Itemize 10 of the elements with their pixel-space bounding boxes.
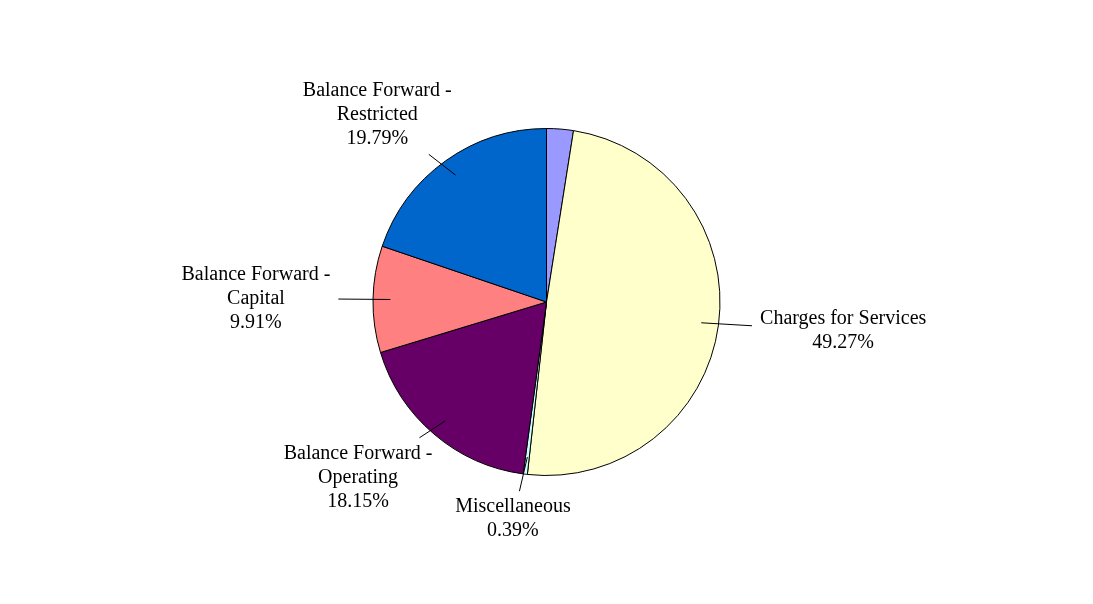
slice-label: Miscellaneous xyxy=(455,494,571,517)
data-label: 9.91% xyxy=(230,309,282,332)
data-label: 19.79% xyxy=(346,125,409,148)
data-label: 0.39% xyxy=(487,518,539,541)
slice-label: Balance Forward - Capital xyxy=(181,261,331,309)
slice-label: Charges for Services xyxy=(760,306,927,330)
data-label: 49.27% xyxy=(812,330,874,353)
slice-label: Balance Forward - Restricted xyxy=(302,77,452,124)
slice-label: Balance Forward - Operating xyxy=(283,441,433,489)
data-label: 18.15% xyxy=(327,489,389,512)
